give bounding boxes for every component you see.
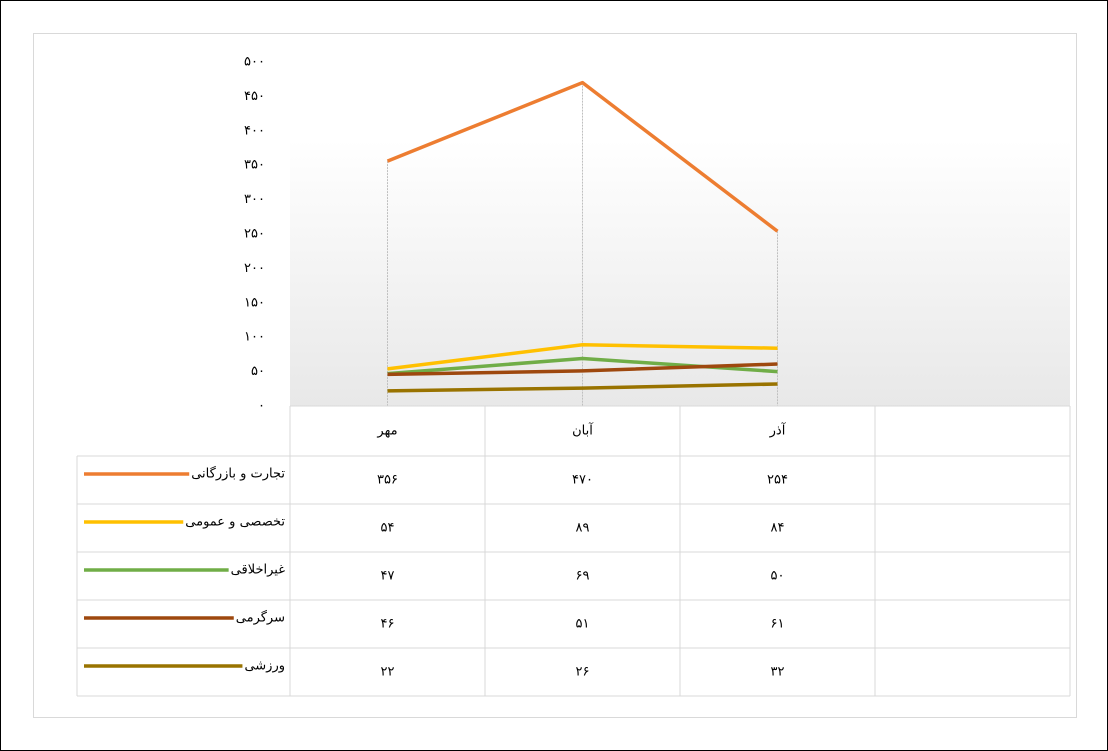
y-tick-label: ۴۵۰ [244, 89, 265, 104]
table-value: ۳۲ [771, 665, 785, 680]
legend-label: تجارت و بازرگانی [191, 466, 285, 482]
series-line [386, 80, 779, 233]
y-tick-label: ۵۰۰ [244, 55, 265, 70]
x-tick-label: مهر [376, 424, 397, 439]
x-tick-label: آذر [769, 422, 787, 439]
table-value: ۵۱ [576, 617, 590, 632]
y-tick-label: ۲۵۰ [244, 227, 265, 242]
y-tick-label: ۴۰۰ [244, 123, 265, 138]
table-value: ۶۱ [771, 617, 785, 632]
table-value: ۸۹ [576, 521, 590, 536]
y-tick-label: ۵۰ [251, 364, 265, 379]
table-value: ۴۶ [381, 617, 395, 632]
table-value: ۴۷ [381, 569, 395, 584]
legend-label: غیراخلاقی [231, 563, 286, 578]
table-value: ۴۷۰ [572, 473, 593, 488]
series-line [387, 362, 778, 377]
table-value: ۲۵۴ [767, 473, 788, 488]
legend-label: ورزشی [244, 659, 285, 674]
table-value: ۳۵۶ [377, 473, 398, 488]
y-tick-label: ۱۰۰ [244, 330, 265, 345]
y-tick-label: ۳۵۰ [244, 158, 265, 173]
table-value: ۵۰ [771, 569, 785, 584]
y-tick-label: ۳۰۰ [244, 192, 265, 207]
x-tick-label: آبان [572, 422, 594, 439]
table-value: ۲۶ [576, 665, 590, 680]
legend-label: تخصصی و عمومی [185, 515, 285, 530]
table-value: ۵۴ [381, 521, 395, 536]
y-tick-label: ۲۰۰ [244, 261, 265, 276]
y-tick-label: ۰ [258, 399, 265, 414]
table-value: ۲۲ [381, 665, 395, 680]
legend-label: سرگرمی [236, 610, 285, 626]
plot-area [290, 140, 1070, 406]
y-tick-label: ۱۵۰ [244, 295, 265, 310]
table-value: ۶۹ [576, 569, 590, 584]
table-value: ۸۴ [771, 521, 785, 536]
series-line [387, 382, 778, 393]
series-line [387, 343, 778, 371]
